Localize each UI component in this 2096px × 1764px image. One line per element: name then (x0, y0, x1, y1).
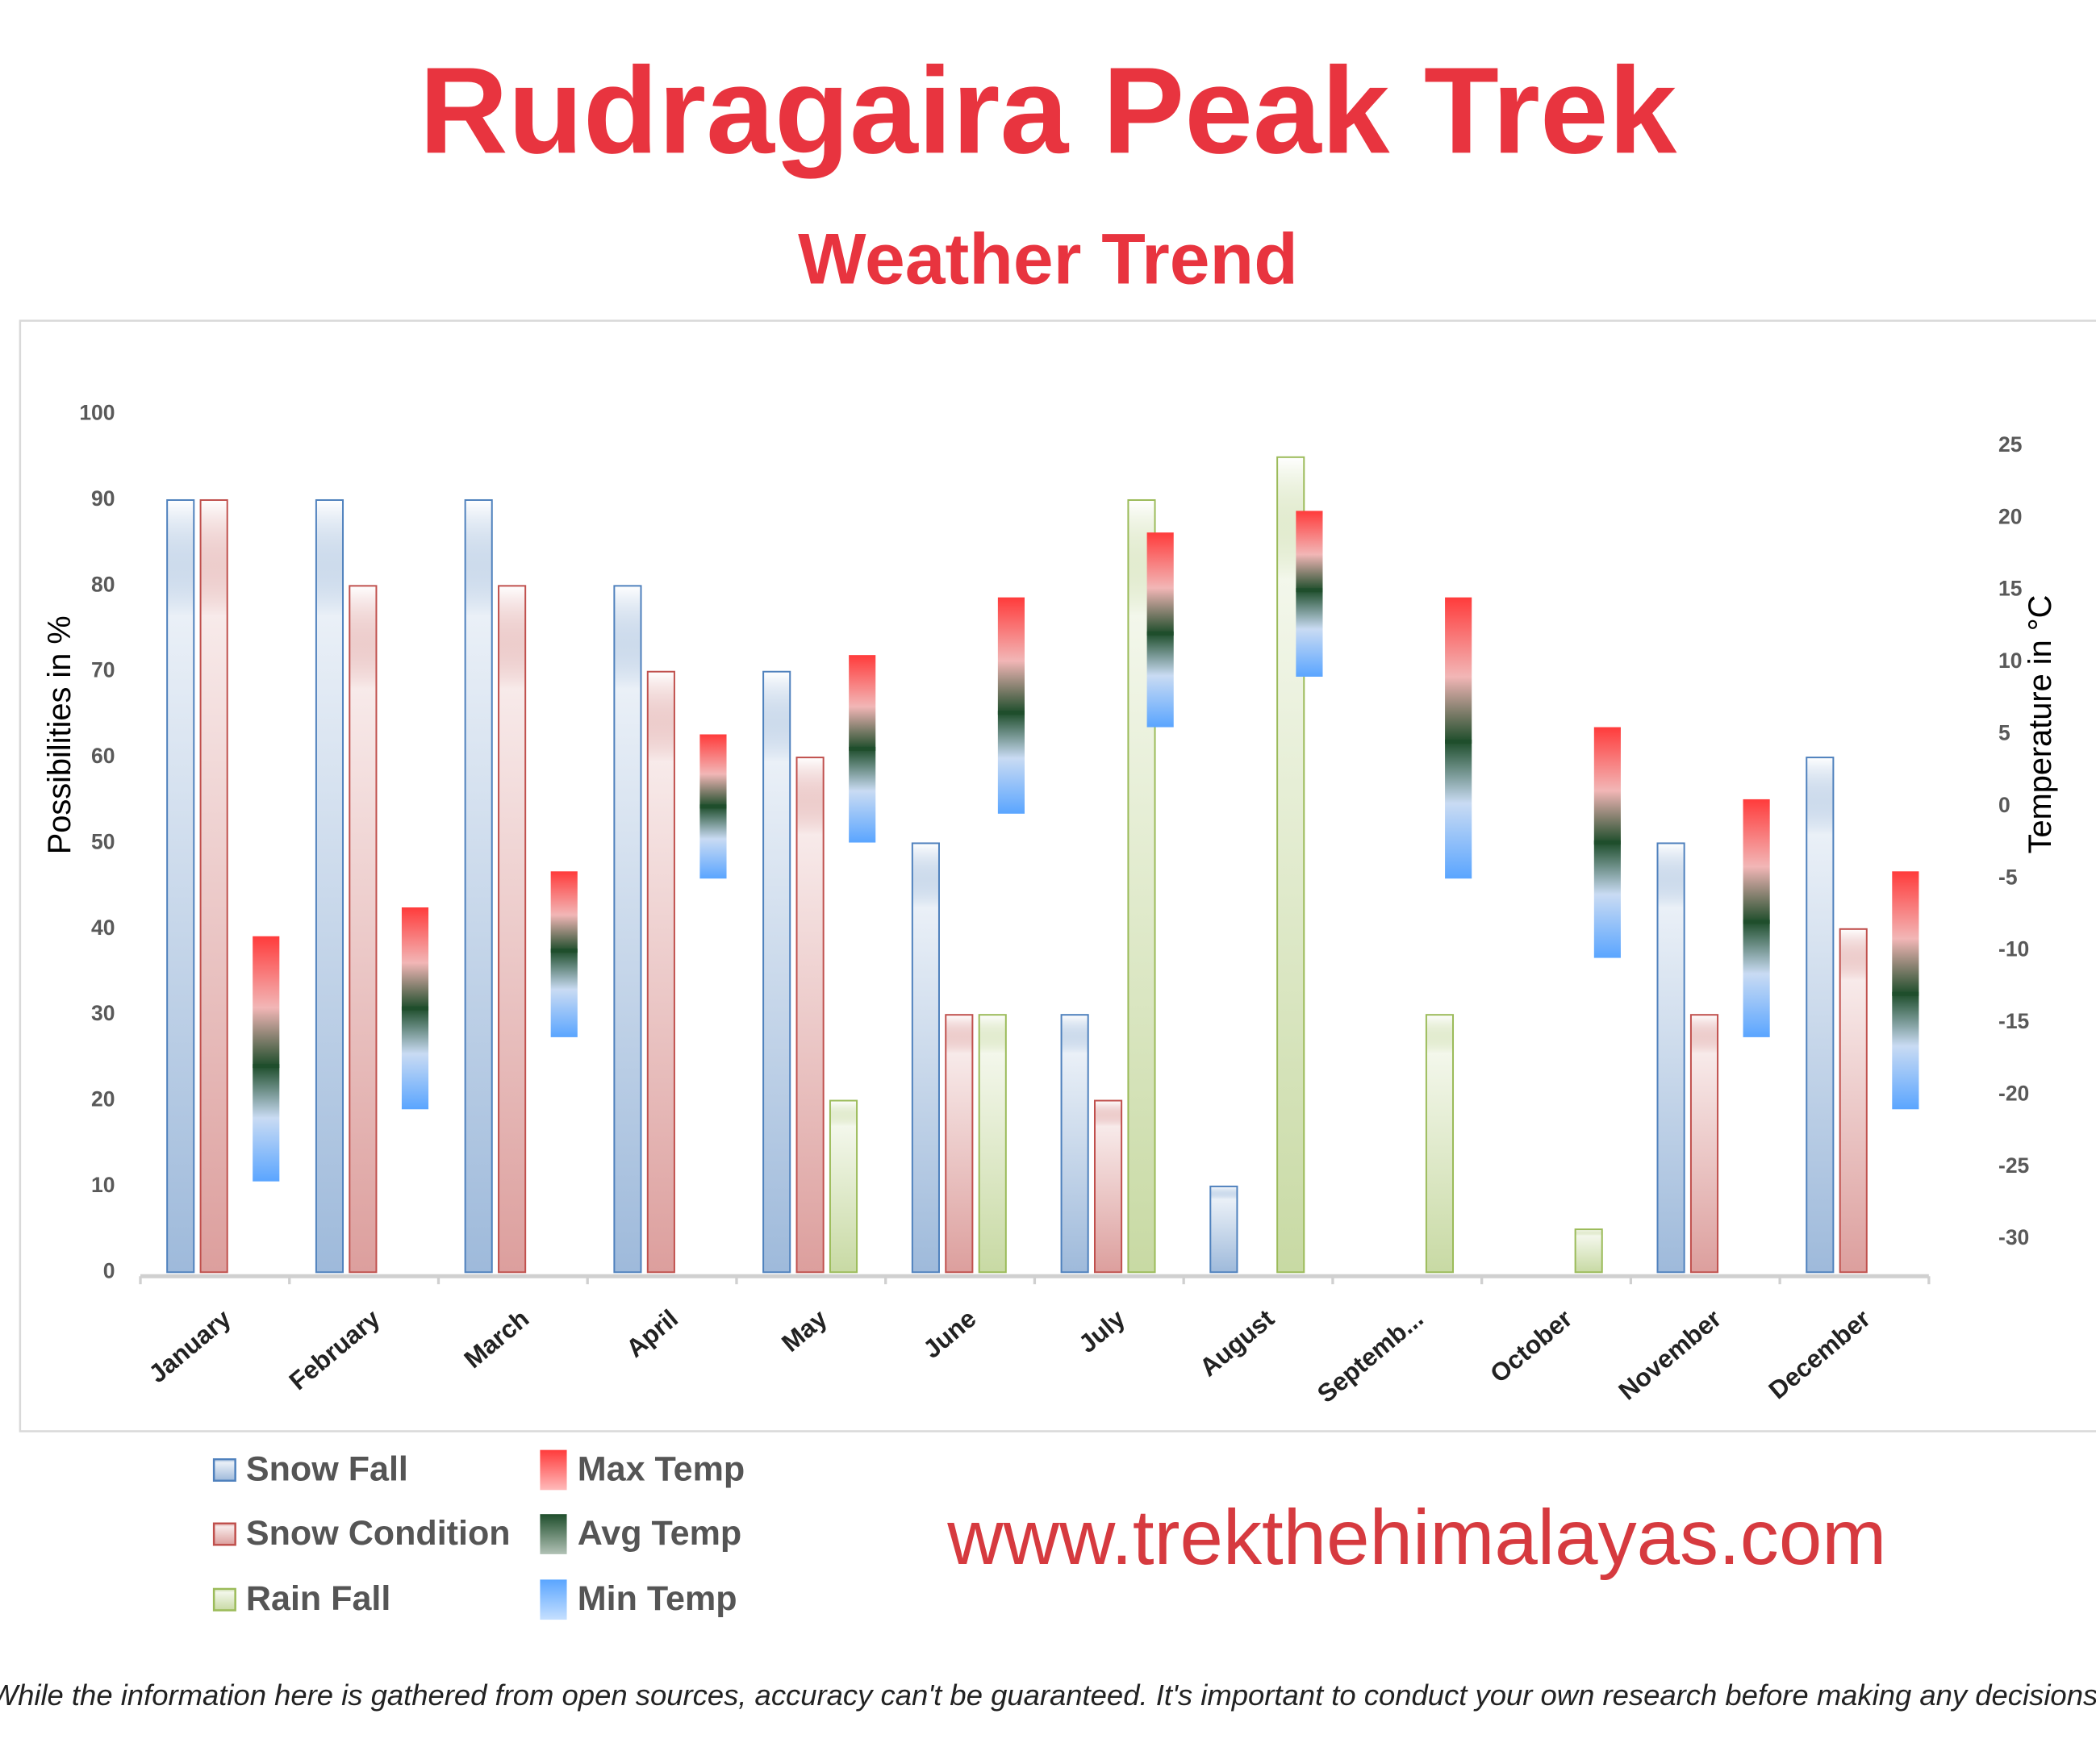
chart-title: Rudragaira Peak Trek (420, 42, 1677, 179)
legend-swatch (212, 1458, 236, 1482)
bar (1093, 1099, 1123, 1274)
x-tick-label: July (1073, 1304, 1130, 1359)
y2-tick-label: -25 (1998, 1153, 2029, 1178)
avg-temp-mark (1593, 840, 1621, 845)
y2-tick-label: -5 (1998, 865, 2018, 889)
legend-label: Avg Temp (578, 1514, 741, 1553)
y-tick-label: 90 (91, 486, 115, 511)
bar (1209, 1185, 1238, 1274)
x-tick-label: April (621, 1304, 683, 1363)
legend-swatch (540, 1579, 567, 1620)
bar (349, 585, 378, 1274)
y-tick-label: 30 (91, 1001, 115, 1025)
plot-frame (19, 319, 2096, 1432)
bar (315, 498, 344, 1274)
website: www.trekthehimalayas.com (946, 1495, 1886, 1581)
y2-tick-label: -30 (1998, 1225, 2029, 1249)
y-tick-label: 80 (91, 572, 115, 596)
temp-range-bar (1445, 597, 1472, 879)
avg-temp-mark (997, 711, 1025, 715)
y2-tick-label: 0 (1998, 793, 2010, 817)
temp-range-bar (1146, 532, 1174, 728)
bar (1060, 1014, 1089, 1274)
temp-range-bar (253, 936, 280, 1182)
avg-temp-mark (253, 1064, 280, 1069)
temp-range-bar (1296, 511, 1323, 677)
y2-tick-label: 5 (1998, 720, 2010, 744)
legend-swatch (540, 1449, 567, 1491)
bar (498, 585, 527, 1274)
avg-temp-mark (699, 804, 727, 809)
bar (1425, 1014, 1455, 1274)
y-tick-label: 50 (91, 829, 115, 853)
avg-temp-mark (849, 746, 876, 751)
temp-range-bar (1743, 799, 1770, 1037)
bar (762, 670, 791, 1274)
y2-tick-label: -10 (1998, 937, 2029, 961)
y2-tick-label: -20 (1998, 1081, 2029, 1105)
y2-tick-label: 10 (1998, 648, 2022, 673)
legend-label: Snow Condition (246, 1514, 511, 1553)
avg-temp-mark (1743, 920, 1770, 924)
y2-tick-label: 25 (1998, 432, 2022, 457)
bar (166, 498, 195, 1274)
disclaimer: While the information here is gathered f… (0, 1679, 2096, 1712)
bar (613, 585, 642, 1274)
bar (945, 1014, 974, 1274)
bar (199, 498, 228, 1274)
legend-label: Min Temp (578, 1579, 737, 1618)
y2-tick-label: 15 (1998, 577, 2022, 601)
bar (464, 498, 493, 1274)
avg-temp-mark (401, 1006, 429, 1011)
y-tick-label: 60 (91, 744, 115, 768)
bar (646, 670, 675, 1274)
y-tick-label: 20 (91, 1087, 115, 1111)
bar (1839, 928, 1868, 1274)
legend-swatch (540, 1514, 567, 1554)
x-tick-label: Septemb... (1312, 1304, 1428, 1408)
x-tick-label: November (1614, 1304, 1726, 1406)
temp-range-bar (1892, 871, 1919, 1110)
legend-label: Max Temp (578, 1450, 745, 1489)
x-tick-label: January (144, 1304, 236, 1389)
legend-label: Rain Fall (246, 1579, 390, 1618)
avg-temp-mark (1146, 631, 1174, 636)
bar (795, 757, 825, 1274)
x-tick-label: October (1484, 1304, 1577, 1388)
avg-temp-mark (550, 949, 578, 953)
bar (911, 842, 940, 1274)
x-tick-label: February (284, 1304, 386, 1396)
bar (829, 1099, 858, 1274)
y-tick-label: 100 (79, 401, 115, 425)
y-tick-label: 70 (91, 658, 115, 682)
bar (1806, 757, 1835, 1274)
y2-tick-label: 20 (1998, 504, 2022, 528)
avg-temp-mark (1445, 739, 1472, 744)
y2-axis-label: Temperature in °C (2023, 595, 2058, 854)
bar (1689, 1014, 1719, 1274)
avg-temp-mark (1296, 588, 1323, 593)
y-tick-label: 40 (91, 915, 115, 940)
temp-range-bar (550, 871, 578, 1037)
x-tick-label: August (1194, 1304, 1280, 1382)
y-axis-label: Possibilities in % (42, 615, 77, 854)
y2-tick-label: -15 (1998, 1009, 2029, 1033)
legend-swatch (212, 1587, 236, 1612)
bar (1656, 842, 1685, 1274)
x-tick-label: December (1764, 1304, 1876, 1405)
x-tick-label: June (918, 1304, 982, 1364)
x-tick-label: May (776, 1304, 833, 1357)
bar (978, 1014, 1007, 1274)
bar (1574, 1228, 1603, 1274)
legend-label: Snow Fall (246, 1450, 408, 1489)
chart-subtitle: Weather Trend (798, 219, 1298, 299)
temp-range-bar (997, 597, 1025, 814)
y-tick-label: 10 (91, 1173, 115, 1197)
avg-temp-mark (1892, 991, 1919, 996)
y-tick-label: 0 (103, 1258, 115, 1282)
x-tick-label: March (459, 1304, 535, 1374)
legend-swatch (212, 1522, 236, 1546)
